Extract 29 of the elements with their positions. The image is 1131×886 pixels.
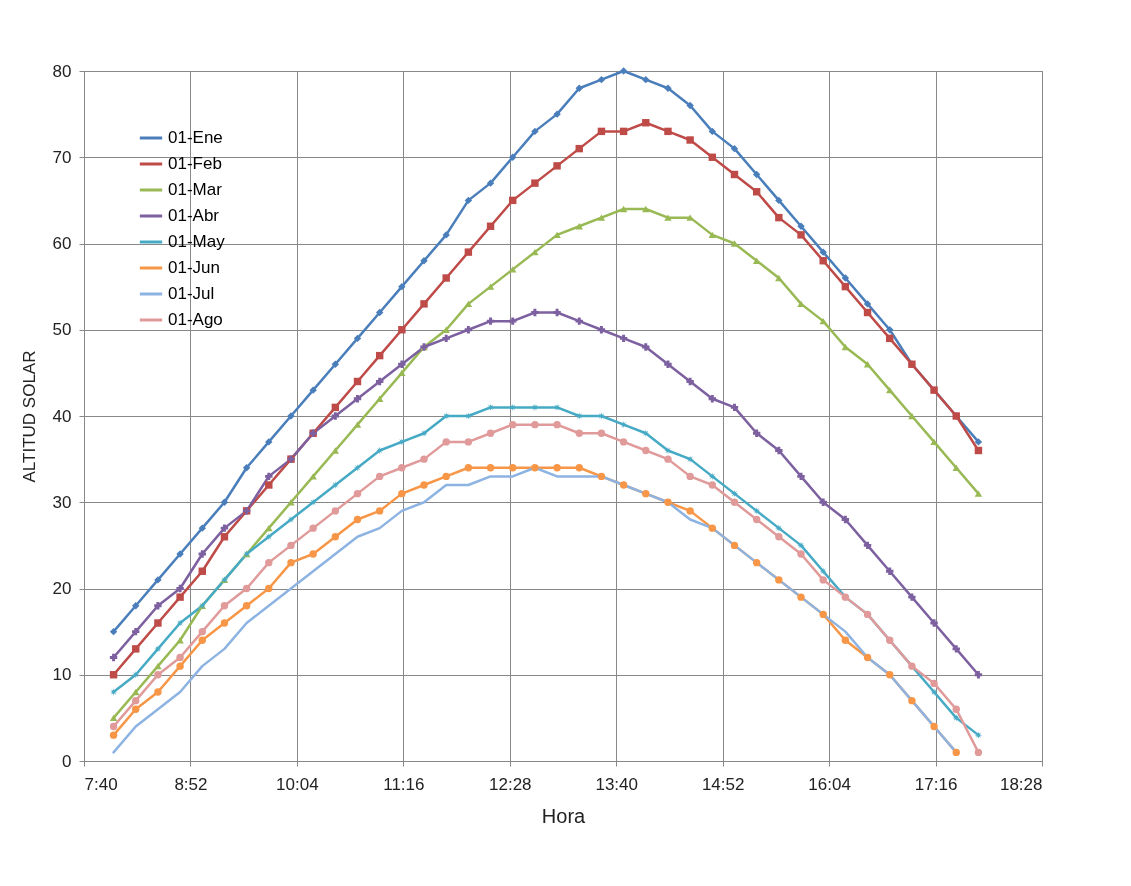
x-tick-label: 10:04 [276,774,319,794]
x-tick-label: 11:16 [383,774,425,794]
y-axis-title: ALTITUD SOLAR [19,350,39,483]
y-tick-label: 10 [52,665,72,685]
x-tick-label: 8:52 [174,774,208,794]
x-tick-label: 12:28 [489,774,532,794]
legend-label: 01-Jul [168,284,215,303]
legend-label: 01-Ene [168,128,223,147]
x-tick-label: 16:04 [808,774,851,794]
x-axis-title: Hora [541,804,587,827]
legend-label: 01-Abr [168,206,220,225]
x-tick-label: 14:52 [701,774,745,794]
legend-label: 01-Ago [168,310,223,329]
y-tick-label: 60 [52,234,72,253]
y-tick-label: 40 [52,406,72,426]
x-tick-label: 7:40 [84,774,118,794]
y-tick-label: 70 [52,147,72,167]
x-tick-label: 18:28 [999,774,1043,794]
x-tick-label: 13:40 [595,774,638,794]
y-tick-label: 20 [52,579,72,598]
legend-label: 01-May [168,232,226,251]
y-tick-label: 50 [52,320,72,340]
legend-label: 01-Feb [168,154,222,173]
y-tick-label: 30 [52,492,72,512]
legend-label: 01-Jun [168,258,220,277]
legend-label: 01-Mar [168,180,223,199]
x-tick-label: 17:16 [914,774,958,794]
y-tick-label: 0 [62,751,72,771]
y-tick-label: 80 [52,61,72,81]
